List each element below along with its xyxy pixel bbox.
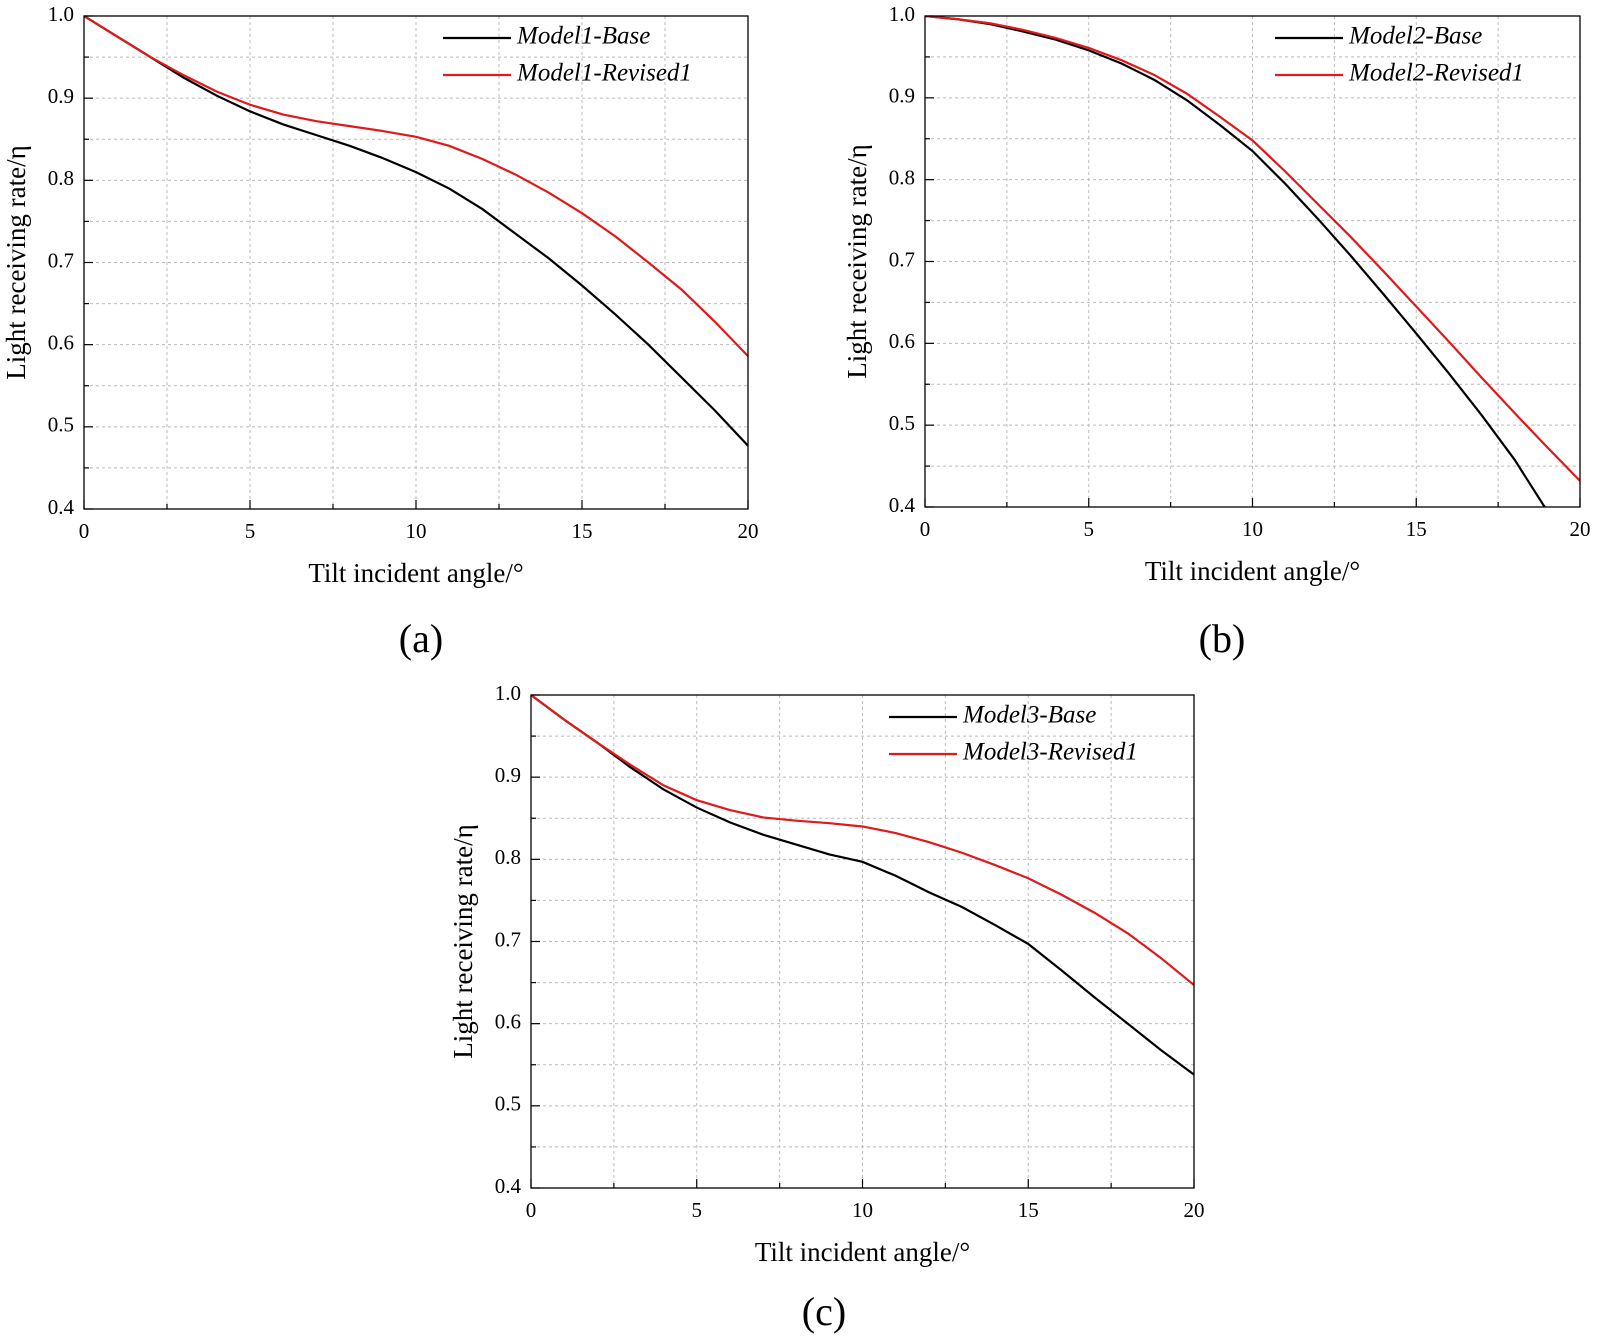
y-tick-label: 0.4	[889, 493, 916, 517]
y-tick-label: 0.8	[48, 166, 74, 190]
y-axis-label: Light receiving rate/η	[448, 824, 478, 1059]
y-tick-label: 0.9	[48, 84, 74, 108]
x-tick-label: 20	[738, 519, 759, 543]
x-axis-label: Tilt incident angle/°	[755, 1237, 970, 1267]
y-tick-label: 1.0	[889, 2, 915, 26]
series-line	[531, 695, 1194, 986]
legend-label: Model3-Revised1	[962, 739, 1138, 766]
x-tick-label: 5	[1084, 517, 1095, 541]
series-line	[84, 16, 748, 447]
x-tick-label: 0	[920, 517, 931, 541]
y-axis-label: Light receiving rate/η	[1, 145, 31, 380]
x-tick-label: 20	[1570, 517, 1591, 541]
x-tick-label: 15	[1406, 517, 1427, 541]
legend-label: Model1-Base	[516, 23, 650, 50]
plot-frame	[530, 694, 1195, 1189]
x-tick-label: 5	[692, 1198, 703, 1222]
panel: 0 5 10 15 20 0.4 0.5 0.6 0.7 0.8 0.9 1.0 Model2-Base…	[842, 2, 1590, 661]
x-tick-label: 15	[572, 519, 593, 543]
legend-label: Model3-Base	[962, 702, 1096, 729]
y-tick-label: 0.4	[48, 495, 75, 519]
x-tick-label: 0	[526, 1198, 537, 1222]
legend-label: Model2-Base	[1348, 23, 1482, 50]
y-tick-label: 0.9	[889, 84, 915, 108]
y-tick-label: 1.0	[48, 2, 74, 26]
x-tick-label: 10	[1242, 517, 1263, 541]
y-tick-label: 0.5	[495, 1092, 521, 1116]
x-axis-label: Tilt incident angle/°	[1145, 556, 1360, 586]
legend-label: Model2-Revised1	[1348, 60, 1524, 87]
y-tick-label: 1.0	[495, 681, 521, 705]
x-tick-label: 5	[245, 519, 256, 543]
x-axis-label: Tilt incident angle/°	[308, 558, 523, 588]
panel: 0 5 10 15 20 0.4 0.5 0.6 0.7 0.8 0.9 1.0 Model1-Base…	[1, 2, 758, 661]
panel-label: (a)	[399, 616, 443, 661]
series-line	[531, 695, 1194, 1076]
series-line	[925, 16, 1580, 482]
plot-frame	[83, 15, 749, 510]
y-tick-label: 0.7	[495, 927, 521, 951]
series-line	[84, 16, 748, 357]
x-tick-label: 20	[1184, 1198, 1205, 1222]
panel-label: (b)	[1199, 616, 1246, 661]
y-tick-label: 0.7	[48, 248, 74, 272]
y-tick-label: 0.6	[889, 329, 915, 353]
legend-label: Model1-Revised1	[516, 60, 692, 87]
series-line	[925, 16, 1546, 507]
y-tick-label: 0.4	[495, 1174, 522, 1198]
panel-label: (c)	[802, 1289, 846, 1334]
y-tick-label: 0.5	[48, 413, 74, 437]
x-tick-label: 10	[406, 519, 427, 543]
y-tick-label: 0.5	[889, 411, 915, 435]
x-tick-label: 15	[1018, 1198, 1039, 1222]
y-tick-label: 0.6	[495, 1009, 521, 1033]
y-tick-label: 0.6	[48, 330, 74, 354]
x-tick-label: 0	[79, 519, 90, 543]
y-tick-label: 0.8	[495, 845, 521, 869]
x-tick-label: 10	[852, 1198, 873, 1222]
plot-frame	[924, 15, 1581, 508]
y-tick-label: 0.9	[495, 763, 521, 787]
panel: 0 5 10 15 20 0.4 0.5 0.6 0.7 0.8 0.9 1.0 Model3-Base…	[448, 681, 1204, 1334]
y-axis-label: Light receiving rate/η	[842, 144, 872, 379]
y-tick-label: 0.8	[889, 165, 915, 189]
y-tick-label: 0.7	[889, 247, 915, 271]
